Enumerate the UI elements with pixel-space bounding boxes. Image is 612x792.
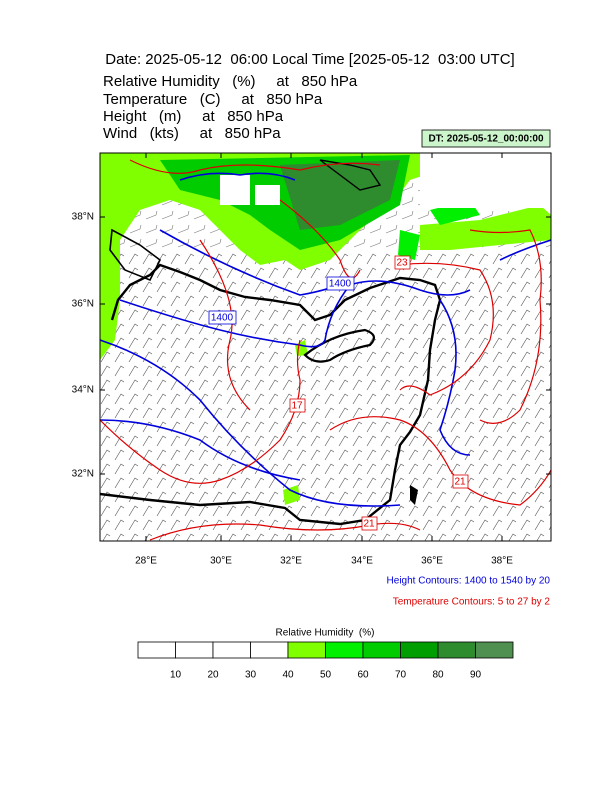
contour-labels: 1400 1400 17 23 21 21 [208,255,469,531]
temperature-label: 21 [454,477,466,488]
lon-label: 30°E [210,556,232,567]
colorbar-box [475,641,514,659]
field-line: Height (m) at 850 hPa [103,108,284,125]
colorbar-box [437,641,476,659]
colorbar-label: 20 [207,670,219,681]
colorbar-box [137,641,176,659]
dt-label: DT: 2025-05-12_00:00:00 [428,134,544,145]
colorbar-label: 10 [170,670,182,681]
axes: 28°E 30°E 32°E 34°E 36°E 38°E 38°N 36°N 34°N 32°N [72,153,551,567]
colorbar-label: 60 [357,670,369,681]
colorbar-box [325,641,364,659]
lat-label: 36°N [72,299,94,310]
lon-label: 28°E [135,556,157,567]
dt-box [421,129,551,148]
colorbar-box [250,641,289,659]
colorbar-label: 70 [395,670,407,681]
lat-label: 34°N [72,385,94,396]
temperature-label: 17 [291,401,303,412]
field-line: Relative Humidity (%) at 850 hPa [103,73,358,90]
colorbar-label: 90 [470,670,482,681]
colorbar-box [400,641,439,659]
colorbar-label: 50 [320,670,332,681]
colorbar: 10 20 30 40 50 60 70 80 90 [137,641,514,681]
lat-label: 32°N [72,469,94,480]
lon-label: 36°E [421,556,443,567]
height-label: 1400 [211,313,234,324]
temperature-label: 21 [363,519,375,530]
colorbar-label: 80 [432,670,444,681]
height-note: Height Contours: 1400 to 1540 by 20 [387,576,551,587]
colorbar-label: 40 [282,670,294,681]
lon-label: 34°E [351,556,373,567]
map-area [100,153,551,541]
colorbar-box [212,641,251,659]
field-line: Temperature (C) at 850 hPa [103,91,323,108]
lon-label: 32°E [280,556,302,567]
lon-label: 38°E [491,556,513,567]
field-line: Wind (kts) at 850 hPa [103,125,281,142]
map-frame [99,152,552,542]
temperature-note: Temperature Contours: 5 to 27 by 2 [393,597,551,608]
lat-label: 38°N [72,212,94,223]
temperature-label: 23 [396,258,408,269]
height-label: 1400 [329,279,352,290]
colorbar-box [175,641,214,659]
title: Date: 2025-05-12 06:00 Local Time [2025-… [105,51,514,68]
colorbar-box [287,641,326,659]
colorbar-title: Relative Humidity (%) [276,628,375,639]
colorbar-box [362,641,401,659]
colorbar-label: 30 [245,670,257,681]
